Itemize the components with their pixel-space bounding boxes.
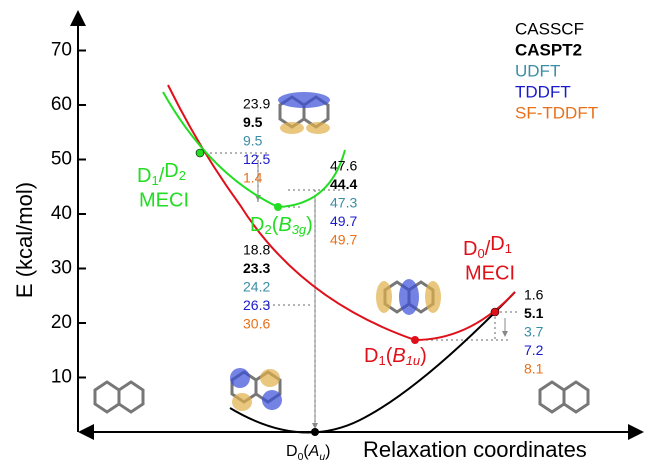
- label-part: D: [364, 345, 378, 367]
- legend-entry: UDFT: [515, 61, 560, 80]
- energy-value: 49.7: [330, 232, 357, 248]
- x-axis-label: Relaxation coordinates: [363, 437, 587, 462]
- energy-value: 26.3: [243, 297, 270, 313]
- label-part: 3g: [292, 222, 307, 237]
- state-label: D2(B3g): [250, 214, 313, 237]
- energy-value: 9.5: [243, 114, 263, 130]
- label-part: B: [278, 214, 291, 236]
- label-part: B: [392, 345, 405, 367]
- y-tick-label: 50: [51, 149, 72, 170]
- label-part: ): [306, 214, 313, 236]
- state-label: MECI: [139, 189, 189, 211]
- state-label: D0(Au): [286, 443, 330, 463]
- molecule: [95, 97, 588, 412]
- legend-entry: CASSCF: [515, 19, 584, 38]
- label-part: 1: [505, 241, 512, 256]
- label-part: 1u: [406, 353, 420, 368]
- y-axis-label: E (kcal/mol): [12, 182, 37, 298]
- state-label: MECI: [465, 262, 515, 284]
- energy-value: 7.2: [524, 342, 544, 358]
- y-tick-label: 10: [51, 367, 72, 388]
- minimum-point: [311, 428, 319, 436]
- energy-value: 47.6: [330, 158, 357, 174]
- legend-entry: SF-TDDFT: [515, 103, 598, 122]
- label-part: D: [463, 238, 477, 260]
- state-label: D1(B1u): [364, 345, 427, 368]
- legend-entry: CASPT2: [515, 40, 582, 59]
- energy-value: 44.4: [330, 176, 357, 192]
- state-label: D1/D2: [137, 160, 186, 188]
- meci-point: [196, 149, 204, 157]
- energy-value: 5.1: [524, 305, 544, 321]
- label-part: ): [420, 345, 427, 367]
- label-part: D: [164, 160, 178, 182]
- energy-value: 49.7: [330, 213, 357, 229]
- legend-entry: TDDFT: [515, 82, 571, 101]
- energy-value: 24.2: [243, 279, 270, 295]
- label-part: ): [325, 443, 330, 460]
- y-tick-label: 70: [51, 40, 72, 61]
- label-part: 1: [378, 353, 385, 368]
- label-part: D: [137, 165, 151, 187]
- energy-value: 8.1: [524, 361, 544, 377]
- label-part: D: [490, 233, 504, 255]
- state-label: D0/D1: [463, 233, 512, 261]
- y-tick-label: 60: [51, 94, 72, 115]
- figure: E (kcal/mol) Relaxation coordinates 1020…: [0, 0, 665, 467]
- minimum-point: [411, 336, 419, 344]
- y-tick-label: 30: [51, 258, 72, 279]
- energy-value: 9.5: [243, 133, 263, 149]
- energy-value: 12.5: [243, 151, 270, 167]
- energy-value: 23.9: [243, 96, 270, 112]
- energy-value: 47.3: [330, 195, 357, 211]
- minimum-point: [274, 203, 282, 211]
- energy-value: 30.6: [243, 316, 270, 332]
- meci-point: [491, 308, 499, 316]
- energy-value: 1.6: [524, 287, 544, 303]
- label-part: 2: [179, 168, 186, 183]
- y-tick-label: 20: [51, 312, 72, 333]
- label-part: D: [250, 214, 264, 236]
- energy-value: 1.4: [243, 170, 263, 186]
- y-tick-label: 40: [51, 203, 72, 224]
- energy-value: 3.7: [524, 324, 544, 340]
- label-part: 0: [477, 246, 484, 261]
- label-part: 1: [151, 173, 158, 188]
- label-part: D: [286, 443, 298, 460]
- energy-value: 23.3: [243, 260, 270, 276]
- label-part: A: [308, 443, 320, 460]
- energy-value: 18.8: [243, 242, 270, 258]
- label-part: 2: [264, 222, 271, 237]
